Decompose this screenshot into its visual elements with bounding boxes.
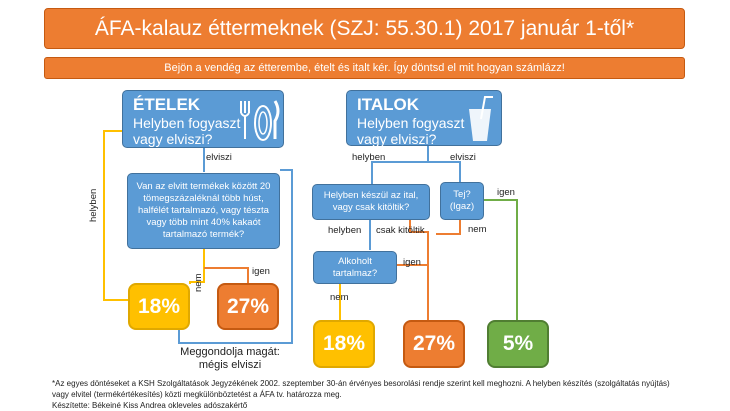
made-here-label: helyben: [328, 225, 362, 236]
page-title: ÁFA-kalauz éttermeknek (SZJ: 55.30.1) 20…: [44, 8, 685, 49]
food-header: ÉTELEK Helyben fogyaszt vagy elviszi?: [122, 90, 284, 148]
milk-yes-label: igen: [497, 187, 515, 198]
food-dinein-connector: [103, 130, 128, 301]
drinks-header: ITALOK Helyben fogyaszt vagy elviszi?: [346, 90, 502, 147]
food-takeaway-label: elviszi: [206, 152, 232, 163]
fork-plate-knife-icon: [240, 100, 280, 141]
footnote: *Az egyes döntéseket a KSH Szolgáltatáso…: [52, 379, 670, 399]
drinks-made-question: Helyben készül az ital, vagy csak kitölt…: [312, 184, 430, 220]
drinks-title: ITALOK: [357, 95, 420, 114]
milk-yes-connector: [482, 199, 518, 320]
drinks-dinein-label: helyben: [352, 152, 386, 163]
alcohol-question: Alkoholt tartalmaz?: [313, 251, 397, 284]
food-result-27: 27%: [217, 283, 279, 330]
drinks-result-27: 27%: [403, 320, 465, 368]
food-question: Helyben fogyaszt vagy elviszi?: [133, 115, 241, 147]
drinks-question: Helyben fogyaszt vagy elviszi?: [357, 115, 465, 147]
drinks-result-5: 5%: [487, 320, 549, 368]
change-mind-note: Meggondolja magát: mégis elviszi: [180, 346, 280, 371]
drinks-takeaway-label: elviszi: [450, 152, 476, 163]
food-yes-connector: [204, 267, 249, 284]
milk-no-connector: [436, 220, 461, 235]
milk-no-label: nem: [468, 224, 487, 235]
food-yes-label: igen: [252, 266, 270, 277]
food-dinein-label: helyben: [88, 188, 99, 222]
drinks-result-18: 18%: [313, 320, 375, 368]
author-credit: Készítette: Békeiné Kiss Andrea oklevele…: [52, 401, 248, 410]
just-poured-connector: [409, 220, 429, 320]
alc-no-label: nem: [330, 292, 349, 303]
alc-yes-label: igen: [403, 257, 421, 268]
drinks-split-left: [371, 146, 429, 184]
change-mind-connector: [178, 169, 293, 344]
just-poured-label: csak kitöltik: [376, 225, 425, 236]
food-no-label: nem: [193, 273, 204, 292]
food-result-18: 18%: [128, 283, 190, 330]
drinks-split-right: [428, 161, 461, 184]
glass-straw-icon: [469, 96, 493, 141]
page-subtitle: Bejön a vendég az étterembe, ételt és it…: [44, 57, 685, 79]
food-title: ÉTELEK: [133, 95, 201, 114]
food-takeaway-question: Van az elvitt termékek között 20 tömegsz…: [127, 173, 280, 249]
drinks-milk-question: Tej? (Igaz): [440, 182, 484, 220]
food-no-connector: [189, 248, 205, 284]
